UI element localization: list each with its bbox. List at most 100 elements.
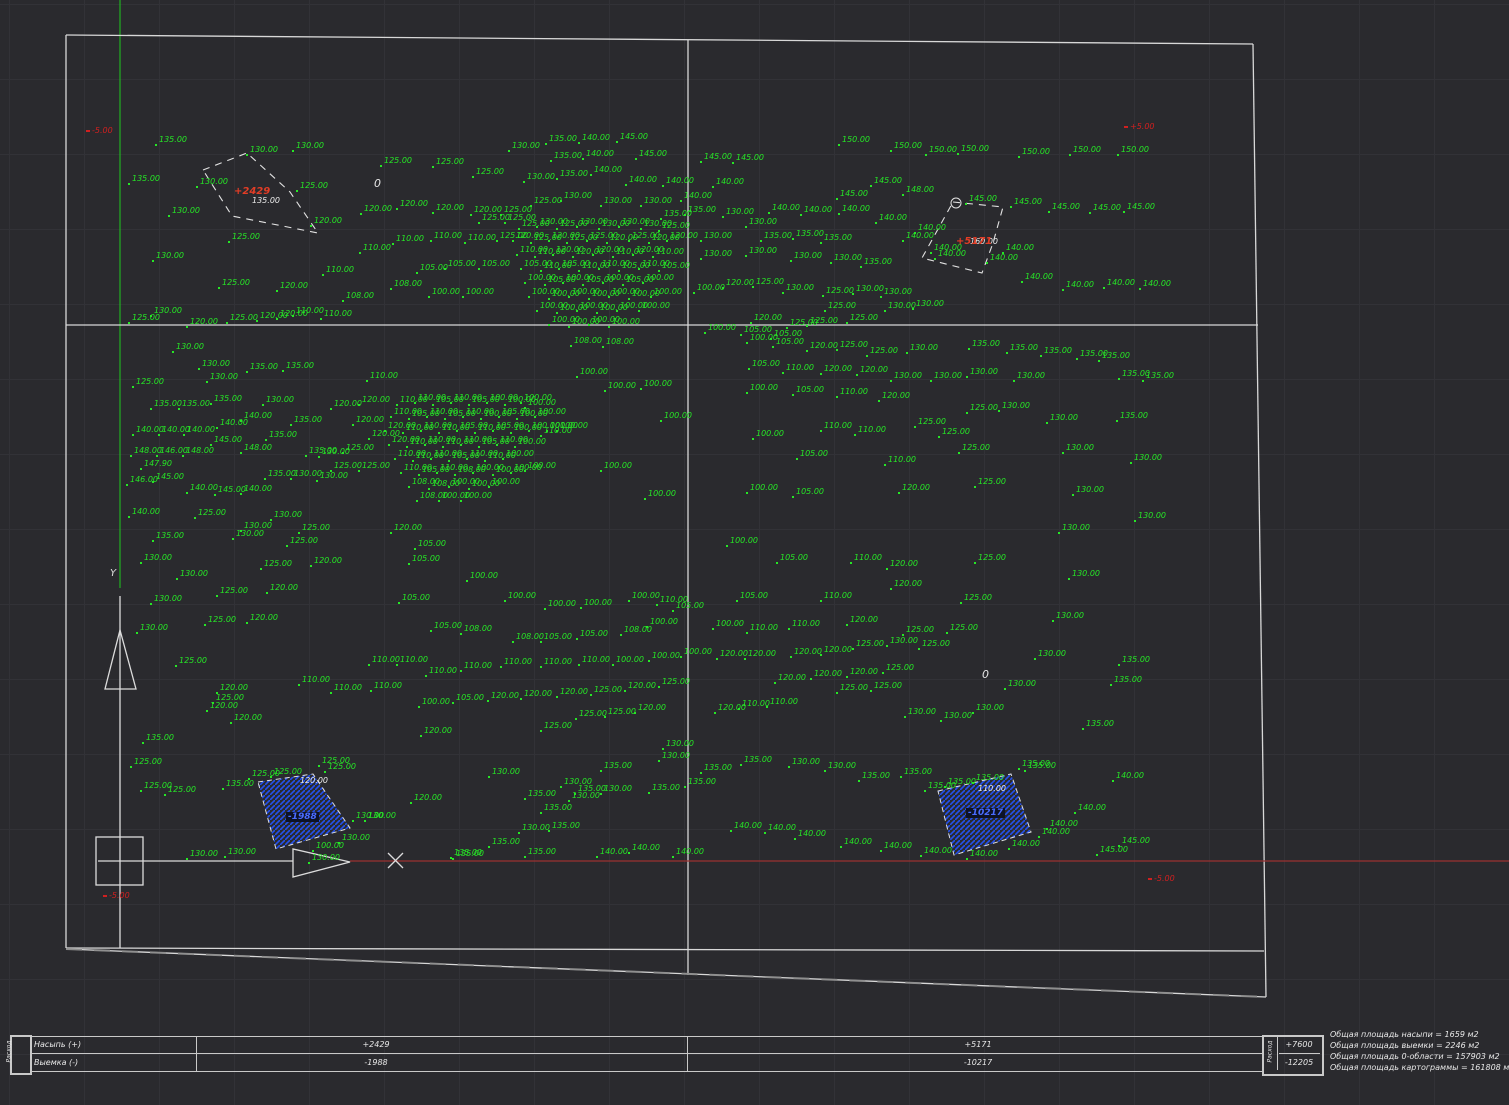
elevation-label: 130.00 — [296, 141, 324, 150]
elevation-label: 125.00 — [922, 639, 950, 648]
table-row1-cell1: +2429 — [362, 1040, 390, 1049]
elevation-point-dot — [648, 242, 650, 244]
elevation-point-dot — [492, 430, 494, 432]
elevation-label: 110.00 — [792, 619, 820, 628]
elevation-point-dot — [358, 470, 360, 472]
elevation-label: 125.00 — [534, 233, 562, 242]
elevation-label: 130.00 — [564, 191, 592, 200]
elevation-point-dot — [338, 842, 340, 844]
elevation-point-dot — [396, 664, 398, 666]
elevation-label: 120.00 — [280, 281, 308, 290]
elevation-label: 125.00 — [216, 693, 244, 702]
elevation-label: 110.00 — [370, 371, 398, 380]
elevation-point-dot — [140, 468, 142, 470]
elevation-point-dot — [722, 287, 724, 289]
elevation-label: 108.00 — [606, 337, 634, 346]
elevation-point-dot — [152, 260, 154, 262]
elevation-point-dot — [256, 320, 258, 322]
elevation-point-dot — [1118, 845, 1120, 847]
elevation-point-dot — [175, 665, 177, 667]
elevation-label: 100.00 — [608, 381, 636, 390]
elevation-label: 150.00 — [842, 135, 870, 144]
elevation-label: 145.00 — [639, 149, 667, 158]
elevation-label: 135.00 — [159, 135, 187, 144]
elevation-point-dot — [588, 298, 590, 300]
elevation-label: 140.00 — [582, 133, 610, 142]
elevation-label: 100.00 — [552, 315, 580, 324]
elevation-point-dot — [624, 690, 626, 692]
elevation-label: 110.00 — [466, 407, 494, 416]
elevation-point-dot — [938, 436, 940, 438]
elevation-point-dot — [890, 380, 892, 382]
elevation-label: 100.00 — [466, 287, 494, 296]
elevation-point-dot — [886, 645, 888, 647]
elevation-label: 100.00 — [646, 273, 674, 282]
elevation-label: 110.00 — [582, 261, 610, 270]
elevation-label: 130.00 — [894, 371, 922, 380]
elevation-point-dot — [972, 782, 974, 784]
elevation-point-dot — [1117, 154, 1119, 156]
elevation-label: 140.00 — [879, 213, 907, 222]
elevation-point-dot — [544, 608, 546, 610]
elevation-point-dot — [648, 660, 650, 662]
elevation-point-dot — [390, 416, 392, 418]
elevation-point-dot — [974, 562, 976, 564]
elevation-point-dot — [126, 484, 128, 486]
elevation-point-dot — [806, 325, 808, 327]
elevation-point-dot — [704, 332, 706, 334]
elevation-label: 120.00 — [372, 429, 400, 438]
elevation-label: 130.00 — [1076, 485, 1104, 494]
elevation-label: 130.00 — [144, 553, 172, 562]
elevation-label: 100.00 — [528, 461, 556, 470]
elevation-point-dot — [418, 706, 420, 708]
elevation-label: 140.00 — [629, 175, 657, 184]
elevation-label: 120.00 — [220, 683, 248, 692]
corner-depth-label: -5.00 — [103, 891, 130, 900]
benchmark-circle — [950, 197, 962, 209]
table-row1-cell2: +5171 — [964, 1040, 992, 1049]
elevation-point-dot — [330, 408, 332, 410]
elevation-label: 110.00 — [544, 261, 572, 270]
elevation-label: 110.00 — [602, 259, 630, 268]
elevation-point-dot — [946, 632, 948, 634]
elevation-point-dot — [286, 545, 288, 547]
elevation-label: 100.00 — [697, 283, 725, 292]
elevation-point-dot — [608, 326, 610, 328]
elevation-point-dot — [712, 628, 714, 630]
elevation-label: 105.00 — [436, 395, 464, 404]
elevation-point-dot — [186, 326, 188, 328]
elevation-label: 110.00 — [824, 591, 852, 600]
elevation-point-dot — [428, 296, 430, 298]
elevation-point-dot — [884, 464, 886, 466]
elevation-label: 100.00 — [496, 465, 524, 474]
elevation-label: 105.00 — [626, 275, 654, 284]
elevation-label: 125.00 — [230, 313, 258, 322]
elevation-point-dot — [1118, 664, 1120, 666]
elevation-point-dot — [430, 458, 432, 460]
elevation-label: 135.00 — [132, 174, 160, 183]
elevation-point-dot — [266, 592, 268, 594]
elevation-label: 100.00 — [648, 489, 676, 498]
elevation-point-dot — [1116, 420, 1118, 422]
elevation-point-dot — [548, 298, 550, 300]
elevation-point-dot — [652, 256, 654, 258]
elevation-label: 105.00 — [796, 385, 824, 394]
elevation-label: 120.00 — [364, 204, 392, 213]
elevation-label: 135.00 — [1010, 343, 1038, 352]
elevation-label: 130.00 — [1062, 523, 1090, 532]
elevation-point-dot — [528, 296, 530, 298]
elevation-label: 125.00 — [978, 553, 1006, 562]
elevation-point-dot — [540, 666, 542, 668]
elevation-label: 125.00 — [220, 586, 248, 595]
elevation-label: 120.00 — [628, 681, 656, 690]
elevation-point-dot — [770, 338, 772, 340]
elevation-point-dot — [940, 720, 942, 722]
elevation-point-dot — [548, 240, 550, 242]
elevation-label: 148.00 — [906, 185, 934, 194]
elevation-label: 145.00 — [704, 152, 732, 161]
elevation-label: 100.00 — [652, 651, 680, 660]
elevation-label: 100.00 — [520, 409, 548, 418]
elevation-point-dot — [264, 478, 266, 480]
elevation-point-dot — [582, 158, 584, 160]
